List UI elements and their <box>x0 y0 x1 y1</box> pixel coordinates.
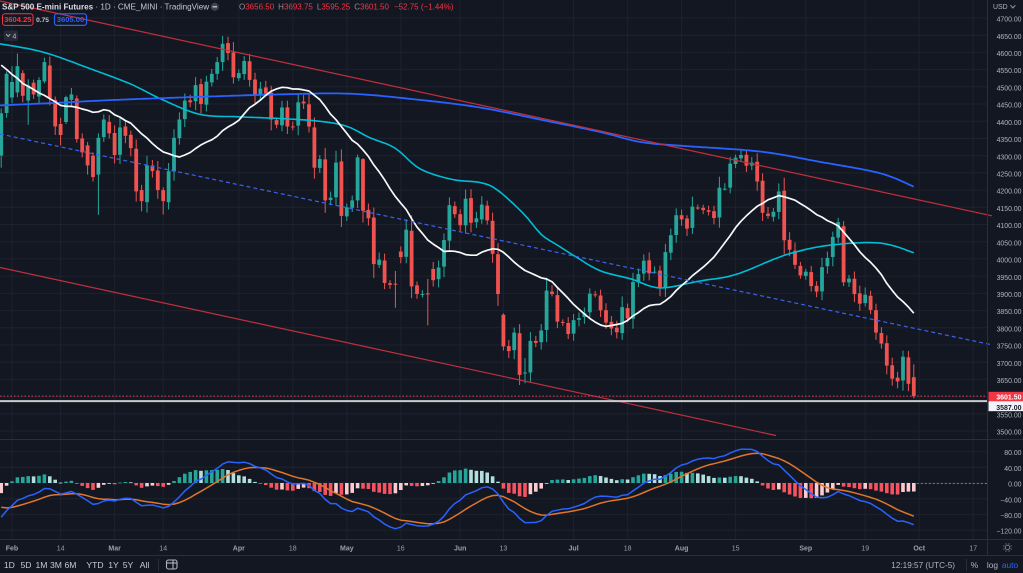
svg-text:YTD: YTD <box>86 560 103 570</box>
svg-text:−120.00: −120.00 <box>996 529 1021 536</box>
svg-text:5Y: 5Y <box>123 560 134 570</box>
svg-text:4: 4 <box>12 32 16 41</box>
svg-text:%: % <box>971 560 979 570</box>
svg-text:Feb: Feb <box>6 546 18 553</box>
svg-text:3850.00: 3850.00 <box>997 309 1022 316</box>
svg-text:17: 17 <box>969 546 977 553</box>
svg-text:S&P 500 E-mini Futures · 1D ·: S&P 500 E-mini Futures · 1D · CME_MINI ·… <box>2 3 209 12</box>
svg-text:18: 18 <box>624 546 632 553</box>
svg-text:4350.00: 4350.00 <box>997 137 1022 144</box>
svg-text:14: 14 <box>159 546 167 553</box>
svg-text:4050.00: 4050.00 <box>997 240 1022 247</box>
svg-text:3950.00: 3950.00 <box>997 275 1022 282</box>
svg-text:15: 15 <box>732 546 740 553</box>
svg-text:14: 14 <box>57 546 65 553</box>
svg-text:auto: auto <box>1002 560 1019 570</box>
svg-text:3M: 3M <box>50 560 62 570</box>
svg-text:Sep: Sep <box>799 546 812 553</box>
svg-text:4700.00: 4700.00 <box>997 17 1022 24</box>
svg-text:4000.00: 4000.00 <box>997 258 1022 265</box>
svg-text:4150.00: 4150.00 <box>997 206 1022 213</box>
svg-text:3800.00: 3800.00 <box>997 326 1022 333</box>
svg-text:3650.00: 3650.00 <box>997 378 1022 385</box>
svg-text:3587.00: 3587.00 <box>996 405 1021 412</box>
svg-text:Jun: Jun <box>454 546 466 553</box>
svg-text:19: 19 <box>861 546 869 553</box>
svg-text:3604.25: 3604.25 <box>4 15 32 24</box>
svg-text:4200.00: 4200.00 <box>997 189 1022 196</box>
svg-text:40.00: 40.00 <box>1004 466 1021 473</box>
svg-text:80.00: 80.00 <box>1004 450 1021 457</box>
svg-text:5D: 5D <box>21 560 32 570</box>
svg-text:4450.00: 4450.00 <box>997 103 1022 110</box>
svg-text:16: 16 <box>397 546 405 553</box>
svg-text:Oct: Oct <box>913 546 925 553</box>
svg-text:Mar: Mar <box>108 546 121 553</box>
svg-text:4500.00: 4500.00 <box>997 85 1022 92</box>
svg-text:3900.00: 3900.00 <box>997 292 1022 299</box>
svg-text:Apr: Apr <box>233 546 245 553</box>
svg-text:4550.00: 4550.00 <box>997 68 1022 75</box>
svg-text:3550.00: 3550.00 <box>997 412 1022 419</box>
svg-text:12:19:57 (UTC-5): 12:19:57 (UTC-5) <box>891 561 955 570</box>
svg-text:log: log <box>987 560 999 570</box>
svg-text:May: May <box>340 546 354 553</box>
svg-text:1Y: 1Y <box>108 560 119 570</box>
svg-text:4250.00: 4250.00 <box>997 172 1022 179</box>
svg-text:4400.00: 4400.00 <box>997 120 1022 127</box>
svg-text:−80.00: −80.00 <box>1000 513 1021 520</box>
svg-text:USD: USD <box>993 4 1008 11</box>
svg-text:3750.00: 3750.00 <box>997 344 1022 351</box>
svg-text:1D: 1D <box>4 560 15 570</box>
svg-text:13: 13 <box>500 546 508 553</box>
svg-text:4300.00: 4300.00 <box>997 154 1022 161</box>
svg-text:3605.00: 3605.00 <box>57 15 84 24</box>
svg-text:1M: 1M <box>36 560 48 570</box>
svg-text:4650.00: 4650.00 <box>997 34 1022 41</box>
svg-text:−40.00: −40.00 <box>1000 497 1021 504</box>
svg-text:4100.00: 4100.00 <box>997 223 1022 230</box>
svg-text:4600.00: 4600.00 <box>997 51 1022 58</box>
svg-text:Aug: Aug <box>675 546 689 553</box>
svg-text:18: 18 <box>289 546 297 553</box>
svg-text:6M: 6M <box>65 560 77 570</box>
svg-text:3500.00: 3500.00 <box>997 430 1022 437</box>
svg-text:All: All <box>140 560 150 570</box>
svg-text:0.75: 0.75 <box>36 17 49 24</box>
svg-text:0.00: 0.00 <box>1008 482 1022 489</box>
svg-text:3601.50: 3601.50 <box>996 394 1021 401</box>
svg-text:3700.00: 3700.00 <box>997 361 1022 368</box>
svg-text:Jul: Jul <box>569 546 579 553</box>
